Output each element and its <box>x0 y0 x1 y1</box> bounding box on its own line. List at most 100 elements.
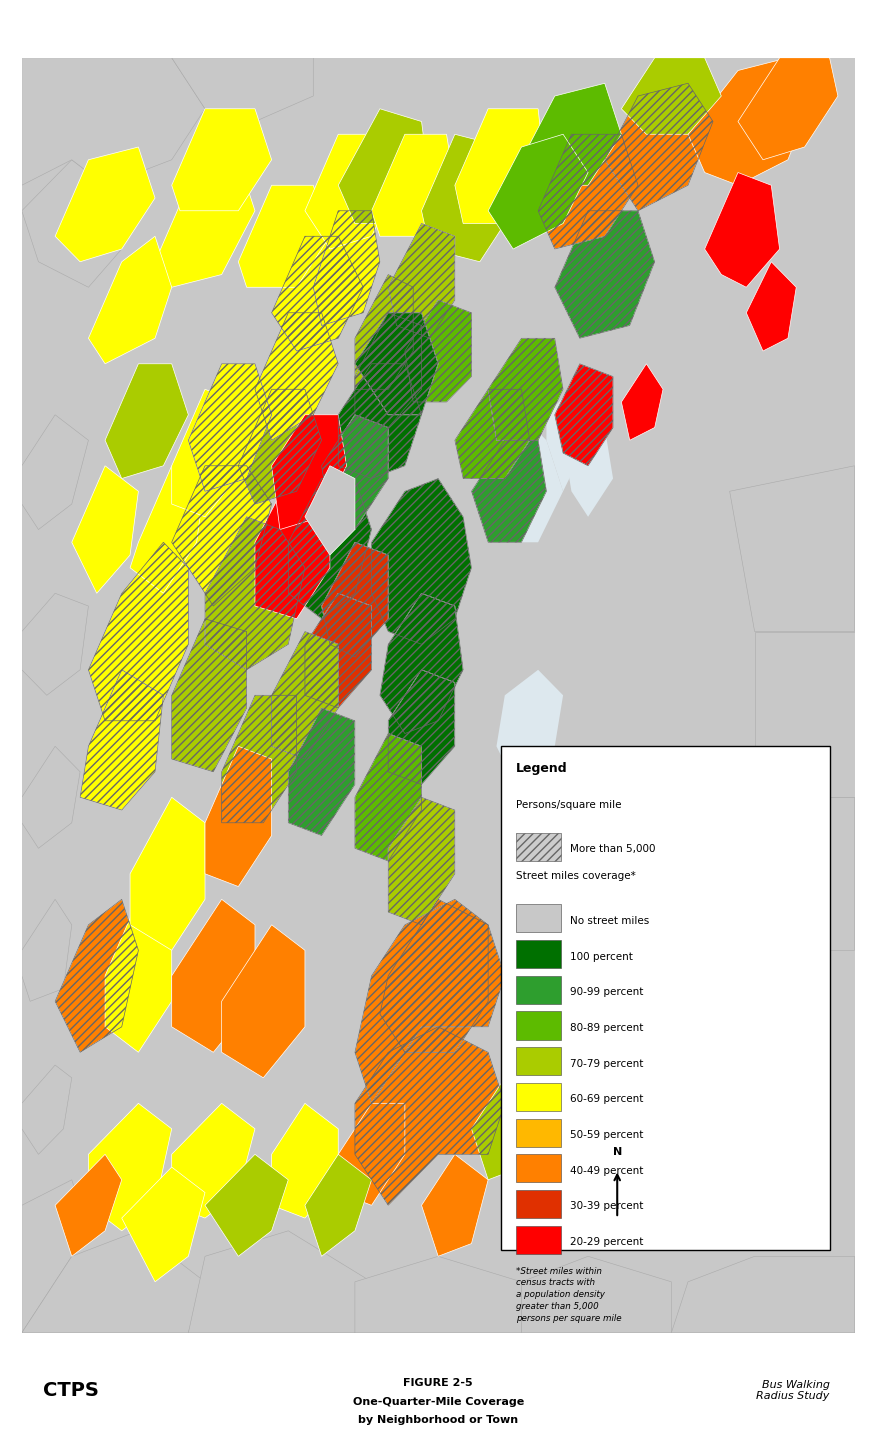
Polygon shape <box>255 313 338 440</box>
FancyBboxPatch shape <box>515 1011 562 1040</box>
Text: No street miles: No street miles <box>569 915 649 926</box>
Polygon shape <box>521 1027 604 1154</box>
Polygon shape <box>371 134 455 237</box>
Polygon shape <box>388 797 455 924</box>
Text: 70-79 percent: 70-79 percent <box>569 1058 644 1069</box>
Text: N: N <box>613 1147 622 1157</box>
Polygon shape <box>106 364 188 478</box>
FancyBboxPatch shape <box>515 1119 562 1147</box>
Polygon shape <box>472 440 547 543</box>
Polygon shape <box>172 1103 255 1219</box>
Text: 30-39 percent: 30-39 percent <box>569 1201 644 1212</box>
Polygon shape <box>172 900 255 1053</box>
Polygon shape <box>421 1154 488 1256</box>
Polygon shape <box>538 771 622 900</box>
Polygon shape <box>355 313 421 427</box>
Polygon shape <box>122 1167 205 1282</box>
Polygon shape <box>338 364 421 478</box>
Polygon shape <box>305 593 371 708</box>
Polygon shape <box>22 58 205 185</box>
Polygon shape <box>272 631 338 760</box>
Polygon shape <box>355 1027 505 1206</box>
Polygon shape <box>55 147 155 261</box>
Polygon shape <box>272 414 346 530</box>
Text: 80-89 percent: 80-89 percent <box>569 1022 644 1032</box>
Polygon shape <box>547 390 588 491</box>
Polygon shape <box>380 593 463 734</box>
Polygon shape <box>272 1103 338 1219</box>
Polygon shape <box>388 224 455 338</box>
Polygon shape <box>172 619 247 771</box>
Polygon shape <box>355 1256 521 1333</box>
Polygon shape <box>538 134 638 248</box>
Polygon shape <box>455 108 547 224</box>
Polygon shape <box>622 58 721 134</box>
FancyBboxPatch shape <box>515 1154 562 1183</box>
Polygon shape <box>472 1077 538 1180</box>
Polygon shape <box>488 338 563 440</box>
Polygon shape <box>205 517 305 670</box>
Polygon shape <box>172 108 272 211</box>
Polygon shape <box>106 900 172 1053</box>
Polygon shape <box>22 414 88 530</box>
Polygon shape <box>188 1230 371 1333</box>
Polygon shape <box>289 478 371 619</box>
Polygon shape <box>22 1180 88 1333</box>
Text: 50-59 percent: 50-59 percent <box>569 1131 644 1141</box>
Polygon shape <box>172 58 313 121</box>
Polygon shape <box>322 414 388 530</box>
Polygon shape <box>371 478 472 644</box>
Polygon shape <box>305 134 397 248</box>
FancyBboxPatch shape <box>515 940 562 967</box>
Polygon shape <box>272 237 364 351</box>
Polygon shape <box>555 364 613 466</box>
Polygon shape <box>155 160 255 287</box>
Polygon shape <box>488 134 588 248</box>
Polygon shape <box>355 313 439 414</box>
Polygon shape <box>205 747 272 887</box>
Polygon shape <box>305 466 355 554</box>
Polygon shape <box>205 1154 289 1256</box>
Polygon shape <box>289 708 355 836</box>
Polygon shape <box>405 300 472 401</box>
Polygon shape <box>88 1103 172 1230</box>
Polygon shape <box>355 274 413 390</box>
Text: *Street miles within
census tracts with
a population density
greater than 5,000
: *Street miles within census tracts with … <box>515 1266 621 1323</box>
Polygon shape <box>221 924 305 1077</box>
Polygon shape <box>22 1230 205 1333</box>
Text: Persons/square mile: Persons/square mile <box>515 800 621 810</box>
Polygon shape <box>72 466 139 593</box>
Polygon shape <box>255 478 330 619</box>
Text: One-Quarter-Mile Coverage: One-Quarter-Mile Coverage <box>352 1396 524 1406</box>
Text: Bus Walking
Radius Study: Bus Walking Radius Study <box>756 1380 829 1401</box>
Polygon shape <box>338 108 430 224</box>
Polygon shape <box>738 58 838 160</box>
Polygon shape <box>338 1103 405 1206</box>
FancyBboxPatch shape <box>515 1083 562 1110</box>
Text: 60-69 percent: 60-69 percent <box>569 1095 644 1105</box>
Text: Street miles coverage*: Street miles coverage* <box>515 871 636 881</box>
FancyBboxPatch shape <box>515 976 562 1004</box>
Polygon shape <box>622 364 663 440</box>
Polygon shape <box>604 84 713 211</box>
Polygon shape <box>22 593 88 696</box>
Polygon shape <box>130 797 205 950</box>
Polygon shape <box>22 900 72 1001</box>
Polygon shape <box>521 1256 671 1333</box>
Polygon shape <box>130 466 205 593</box>
FancyBboxPatch shape <box>515 833 562 861</box>
Polygon shape <box>322 543 388 657</box>
Polygon shape <box>305 1154 371 1256</box>
Text: 40-49 percent: 40-49 percent <box>569 1165 644 1175</box>
Polygon shape <box>754 797 855 950</box>
Polygon shape <box>88 237 172 364</box>
Polygon shape <box>22 747 80 848</box>
Polygon shape <box>22 1066 72 1154</box>
Polygon shape <box>221 696 296 823</box>
FancyBboxPatch shape <box>515 1226 562 1253</box>
Polygon shape <box>730 466 855 631</box>
Polygon shape <box>455 390 530 478</box>
Polygon shape <box>22 160 122 287</box>
Polygon shape <box>355 734 421 861</box>
Text: FIGURE 2-5: FIGURE 2-5 <box>404 1378 473 1388</box>
